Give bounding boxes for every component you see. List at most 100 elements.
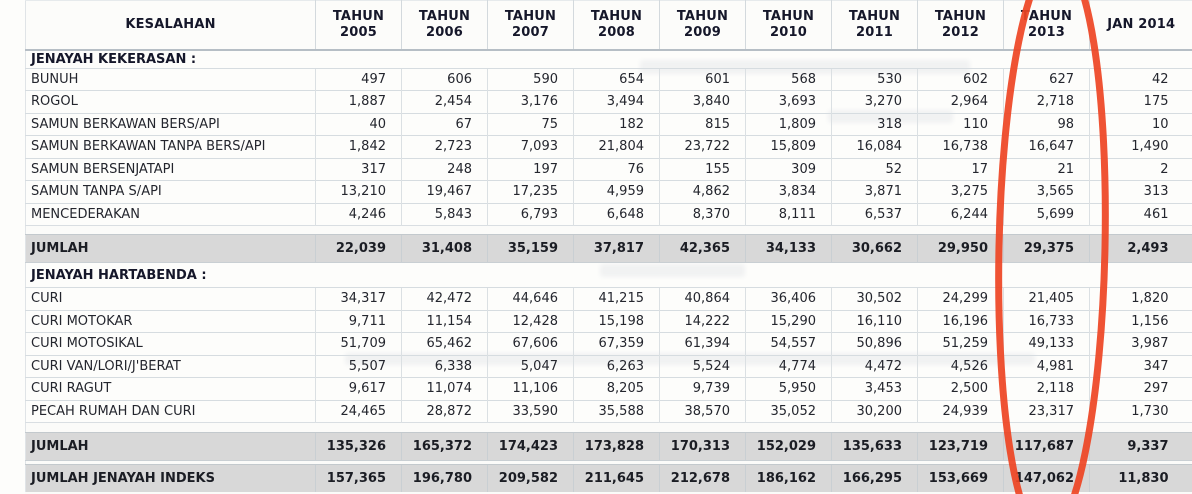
table-header-row: KESALAHAN TAHUN 2005 TAHUN 2006 TAHUN 2007 T… (25, 0, 1192, 51)
total-label: JUMLAH (25, 432, 316, 461)
cell-value: 23,317 (1003, 399, 1090, 423)
cell-value: 35,052 (745, 399, 832, 423)
cell-value: 49,133 (1003, 332, 1090, 355)
cell-value: 135,326 (315, 432, 402, 461)
cell-value: 530 (831, 67, 918, 91)
grand-total-row: JUMLAH JENAYAH INDEKS 157,365 196,780 209,5… (25, 464, 1192, 493)
spacer-row (25, 225, 1192, 235)
cell-value: 601 (659, 67, 746, 91)
cell-value: 35,588 (573, 399, 660, 423)
section-title: JENAYAH KEKERASAN : (25, 49, 1192, 68)
cell-value: 153,669 (917, 464, 1004, 493)
cell-value: 2,454 (401, 90, 488, 113)
cell-value: 147,062 (1003, 464, 1090, 493)
cell-value: 8,370 (659, 202, 746, 226)
cell-value: 173,828 (573, 432, 660, 461)
cell-value: 1,490 (1089, 135, 1192, 158)
cell-value: 135,633 (831, 432, 918, 461)
table-row: SAMUN BERKAWAN TANPA BERS/API 1,842 2,723 7… (25, 135, 1192, 158)
row-label: CURI VAN/LORI/J'BERAT (25, 354, 316, 378)
cell-value: 33,590 (487, 399, 574, 423)
cell-value: 152,029 (745, 432, 832, 461)
cell-value: 6,793 (487, 202, 574, 226)
cell-value: 2,964 (917, 90, 1004, 113)
cell-value: 5,843 (401, 202, 488, 226)
column-header-5: TAHUN 2009 (659, 0, 746, 51)
section-total-row: JUMLAH 22,039 31,408 35,159 37,817 42,365 34,1… (25, 234, 1192, 263)
cell-value: 54,557 (745, 332, 832, 355)
cell-value: 590 (487, 67, 574, 91)
cell-value: 8,205 (573, 377, 660, 400)
cell-value: 21 (1003, 157, 1090, 181)
cell-value: 461 (1089, 202, 1192, 226)
cell-value: 16,110 (831, 309, 918, 333)
cell-value: 3,270 (831, 90, 918, 113)
table-row: MENCEDERAKAN 4,246 5,843 6,793 6,648 8,370 8,1… (25, 202, 1192, 226)
table-row: CURI 34,317 42,472 44,646 41,215 40,864 36,406… (25, 287, 1192, 310)
cell-value: 9,617 (315, 377, 402, 400)
cell-value: 5,047 (487, 354, 574, 378)
spacer-row (25, 422, 1192, 433)
cell-value: 3,494 (573, 90, 660, 113)
cell-value: 165,372 (401, 432, 488, 461)
table-row: CURI VAN/LORI/J'BERAT 5,507 6,338 5,047 6,26… (25, 354, 1192, 378)
cell-value: 123,719 (917, 432, 1004, 461)
cell-value: 4,472 (831, 354, 918, 378)
cell-value: 3,565 (1003, 180, 1090, 203)
cell-value: 4,981 (1003, 354, 1090, 378)
cell-value: 76 (573, 157, 660, 181)
cell-value: 34,317 (315, 287, 402, 310)
row-label: CURI MOTOSIKAL (25, 332, 316, 355)
spacer-cell (25, 225, 1192, 235)
cell-value: 3,871 (831, 180, 918, 203)
column-header-0: KESALAHAN (25, 0, 316, 51)
cell-value: 3,275 (917, 180, 1004, 203)
cell-value: 313 (1089, 180, 1192, 203)
cell-value: 7,093 (487, 135, 574, 158)
cell-value: 5,507 (315, 354, 402, 378)
cell-value: 2,118 (1003, 377, 1090, 400)
section-total-row: JUMLAH 135,326 165,372 174,423 173,828 170,31… (25, 432, 1192, 461)
cell-value: 6,263 (573, 354, 660, 378)
cell-value: 38,570 (659, 399, 746, 423)
cell-value: 5,699 (1003, 202, 1090, 226)
cell-value: 155 (659, 157, 746, 181)
cell-value: 1,887 (315, 90, 402, 113)
column-header-1: TAHUN 2005 (315, 0, 402, 51)
cell-value: 35,159 (487, 234, 574, 263)
cell-value: 3,176 (487, 90, 574, 113)
cell-value: 75 (487, 112, 574, 136)
cell-value: 6,338 (401, 354, 488, 378)
row-label: SAMUN BERKAWAN TANPA BERS/API (25, 135, 316, 158)
cut-off-bottom-row (25, 491, 1192, 494)
cell-value: 6,648 (573, 202, 660, 226)
cell-value: 2,723 (401, 135, 488, 158)
cell-value: 1,730 (1089, 399, 1192, 423)
section-header-row: JENAYAH HARTABENDA : (25, 262, 1192, 288)
cell-value: 30,200 (831, 399, 918, 423)
cell-value: 16,647 (1003, 135, 1090, 158)
cell-value: 4,959 (573, 180, 660, 203)
cell-value: 11,074 (401, 377, 488, 400)
cell-value: 6,244 (917, 202, 1004, 226)
cell-value: 29,375 (1003, 234, 1090, 263)
cell-value: 13,210 (315, 180, 402, 203)
cell-value: 9,337 (1089, 432, 1192, 461)
cell-value: 40 (315, 112, 402, 136)
cell-value: 4,526 (917, 354, 1004, 378)
cell-value: 4,246 (315, 202, 402, 226)
cell-value: 36,406 (745, 287, 832, 310)
row-label: SAMUN BERKAWAN BERS/API (25, 112, 316, 136)
cell-value: 14,222 (659, 309, 746, 333)
column-header-10: JAN 2014 (1089, 0, 1192, 51)
table-row: CURI MOTOSIKAL 51,709 65,462 67,606 67,359 61… (25, 332, 1192, 355)
partial-cell (25, 491, 1192, 494)
cell-value: 318 (831, 112, 918, 136)
cell-value: 211,645 (573, 464, 660, 493)
table-row: BUNUH 497 606 590 654 601 568 530 602 627 42 (25, 67, 1192, 91)
cell-value: 568 (745, 67, 832, 91)
section-title: JENAYAH HARTABENDA : (25, 262, 1192, 288)
cell-value: 602 (917, 67, 1004, 91)
table-row: SAMUN BERKAWAN BERS/API 40 67 75 182 815 1,809… (25, 112, 1192, 136)
cell-value: 166,295 (831, 464, 918, 493)
